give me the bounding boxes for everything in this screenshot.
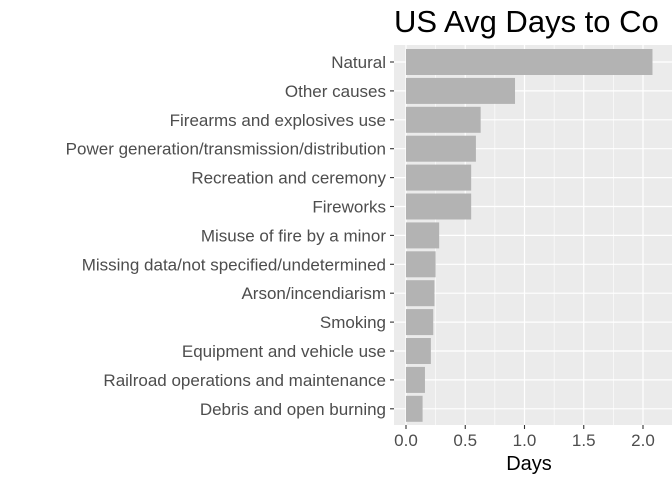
category-label: Smoking xyxy=(320,313,386,332)
category-label: Recreation and ceremony xyxy=(191,169,386,188)
bar xyxy=(406,222,440,249)
category-label: Fireworks xyxy=(312,198,386,217)
bar xyxy=(406,106,481,133)
x-tick-label: 0.5 xyxy=(453,431,477,450)
x-tick-label: 0.0 xyxy=(394,431,418,450)
bar xyxy=(406,366,425,393)
category-label: Power generation/transmission/distributi… xyxy=(66,140,386,159)
bar xyxy=(406,395,423,422)
category-labels: Natural Other causes Firearms and explosiv… xyxy=(66,53,394,419)
x-axis-title: Days xyxy=(506,453,552,475)
category-label: Missing data/not specified/undetermined xyxy=(82,255,386,274)
x-ticks: 0.0 0.5 1.0 1.5 2.0 xyxy=(394,425,655,450)
category-label: Other causes xyxy=(285,82,386,101)
bar xyxy=(406,77,516,104)
x-tick-label: 1.5 xyxy=(572,431,596,450)
category-label: Firearms and explosives use xyxy=(170,111,386,130)
category-label: Arson/incendiarism xyxy=(241,284,386,303)
bar xyxy=(406,251,436,278)
x-tick-label: 1.0 xyxy=(513,431,537,450)
bars xyxy=(406,49,653,422)
bar xyxy=(406,193,472,220)
bar xyxy=(406,309,434,336)
bar xyxy=(406,338,431,364)
category-label: Natural xyxy=(331,53,386,72)
bar xyxy=(406,280,435,307)
bar xyxy=(406,49,653,75)
category-label: Equipment and vehicle use xyxy=(182,342,386,361)
category-label: Railroad operations and maintenance xyxy=(103,371,386,390)
bar xyxy=(406,135,476,162)
x-tick-label: 2.0 xyxy=(631,431,655,450)
category-label: Debris and open burning xyxy=(200,400,386,419)
bar xyxy=(406,164,472,191)
category-label: Misuse of fire by a minor xyxy=(201,226,387,245)
chart-title: US Avg Days to Co xyxy=(394,4,659,39)
